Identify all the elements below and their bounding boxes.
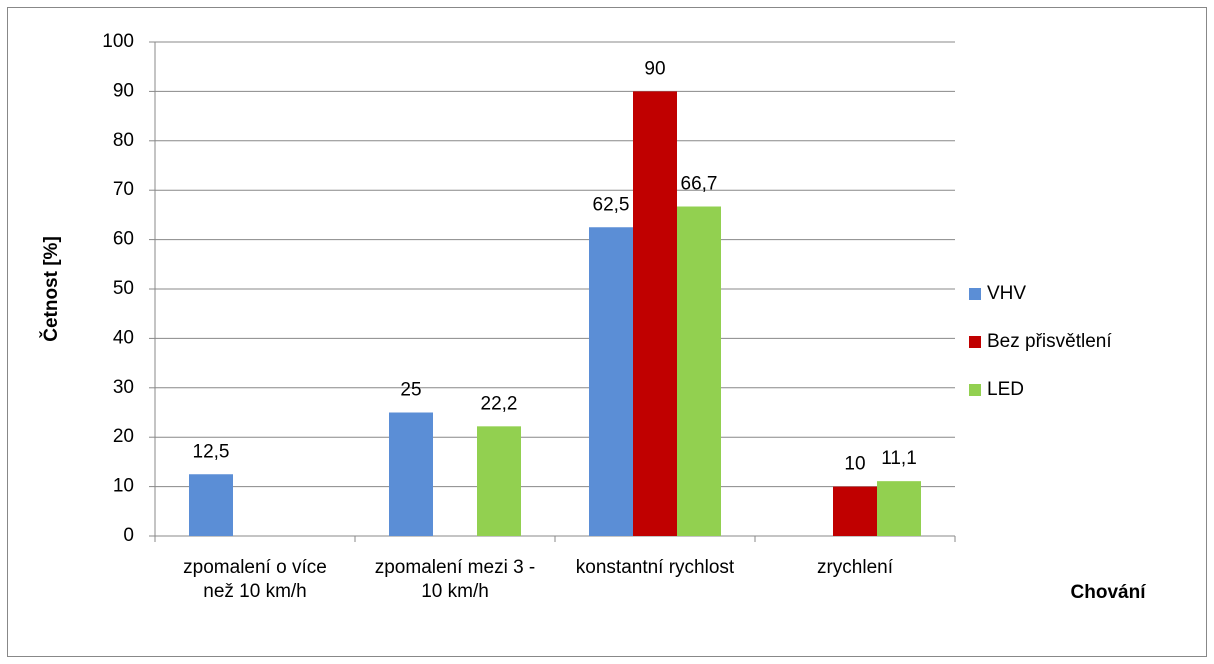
data-label: 22,2 bbox=[481, 393, 518, 414]
data-label: 12,5 bbox=[193, 441, 230, 462]
legend-label: Bez přisvětlení bbox=[987, 331, 1112, 352]
bar bbox=[477, 426, 521, 536]
data-label: 66,7 bbox=[681, 174, 718, 195]
y-tick-label: 60 bbox=[113, 229, 134, 250]
data-label: 11,1 bbox=[881, 448, 917, 469]
bar bbox=[833, 486, 877, 536]
y-tick-label: 100 bbox=[102, 31, 134, 52]
x-tick-label: zpomalení mezi 3 - 10 km/h bbox=[374, 557, 536, 602]
data-label: 25 bbox=[400, 380, 421, 401]
y-tick-label: 80 bbox=[113, 130, 134, 151]
bar bbox=[633, 91, 677, 537]
data-label: 90 bbox=[644, 58, 665, 79]
bar bbox=[189, 474, 233, 536]
data-label: 62,5 bbox=[593, 194, 630, 215]
bar bbox=[389, 412, 433, 536]
y-tick-label: 0 bbox=[123, 525, 134, 546]
x-tick-label: konstantní rychlost bbox=[575, 557, 735, 578]
legend-label: VHV bbox=[987, 283, 1026, 304]
x-axis-label: Chování bbox=[1071, 582, 1147, 603]
y-tick-label: 90 bbox=[113, 80, 134, 101]
bar bbox=[677, 206, 721, 536]
y-tick-label: 40 bbox=[113, 327, 134, 348]
legend-label: LED bbox=[987, 379, 1024, 400]
data-label: 10 bbox=[844, 454, 865, 475]
x-tick-label: zpomalení o více než 10 km/h bbox=[183, 557, 327, 602]
y-tick-label: 50 bbox=[113, 278, 134, 299]
y-tick-label: 30 bbox=[113, 377, 134, 398]
bar bbox=[877, 481, 921, 536]
legend-swatch bbox=[969, 336, 981, 348]
x-tick-label: zrychlení bbox=[816, 557, 894, 578]
chart-border bbox=[7, 7, 1207, 657]
y-tick-label: 10 bbox=[113, 476, 134, 497]
bar bbox=[589, 227, 633, 536]
y-tick-label: 70 bbox=[113, 179, 134, 200]
legend-swatch bbox=[969, 384, 981, 396]
y-axis-label: Četnost [%] bbox=[40, 236, 62, 342]
y-tick-label: 20 bbox=[113, 426, 134, 447]
legend-swatch bbox=[969, 288, 981, 300]
